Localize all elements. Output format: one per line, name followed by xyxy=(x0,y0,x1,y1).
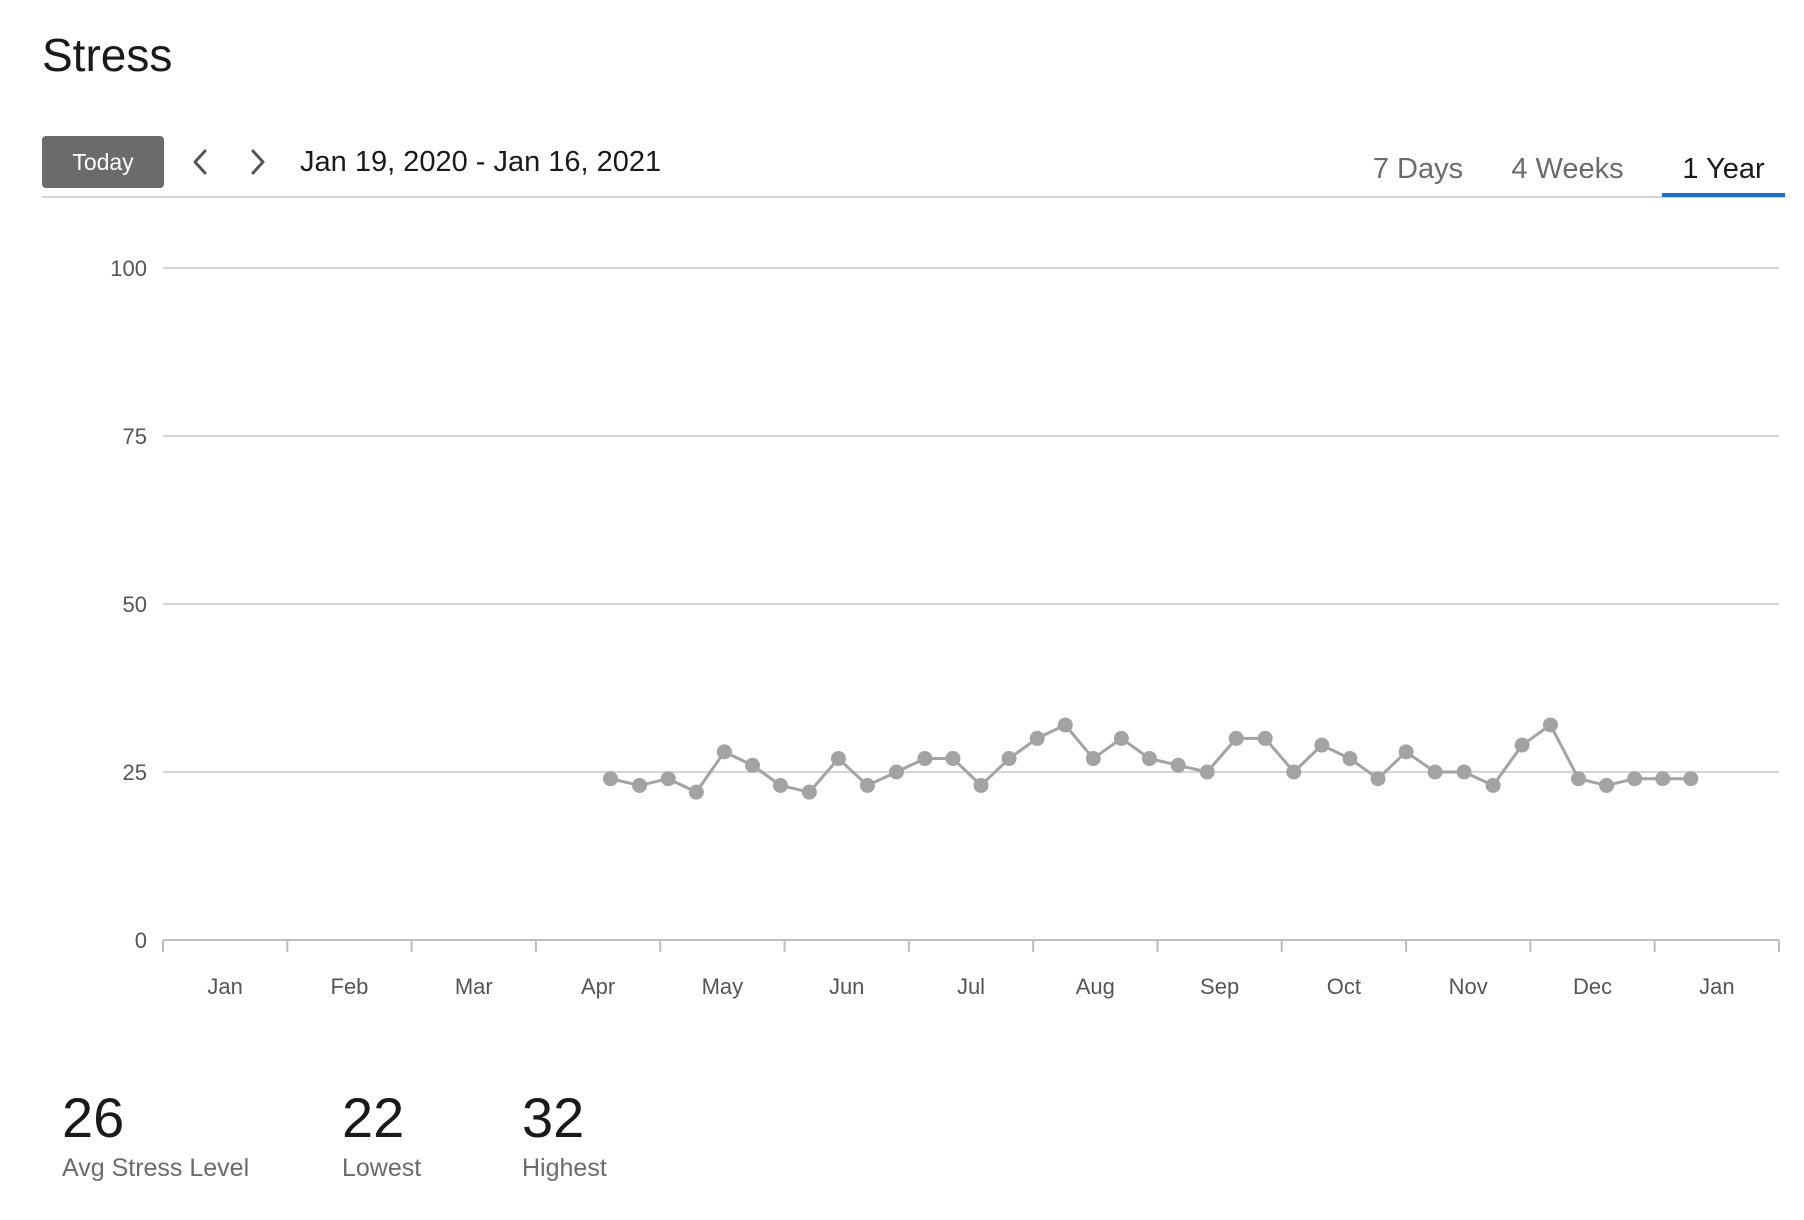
previous-period-button[interactable] xyxy=(180,142,220,182)
date-toolbar: Today Jan 19, 2020 - Jan 16, 2021 7 Days… xyxy=(42,134,1785,198)
y-tick-label: 50 xyxy=(123,592,147,617)
data-point[interactable] xyxy=(1398,744,1414,760)
x-tick-label: Aug xyxy=(1076,974,1115,999)
data-point[interactable] xyxy=(1683,771,1699,787)
data-point[interactable] xyxy=(1113,730,1129,746)
data-point[interactable] xyxy=(888,764,904,780)
stat-highest: 32 Highest xyxy=(522,1090,607,1183)
stress-line-chart: 0 25 50 75 100 Jan Feb Mar Apr May Jun Jul Aug Sep Oc… xyxy=(110,256,1780,999)
today-button[interactable]: Today xyxy=(42,136,164,188)
data-point[interactable] xyxy=(1370,771,1386,787)
data-point[interactable] xyxy=(973,777,989,793)
data-point[interactable] xyxy=(830,751,846,767)
y-tick-label: 25 xyxy=(123,760,147,785)
x-tick-label: Oct xyxy=(1327,974,1361,999)
x-tick-label: Apr xyxy=(581,974,615,999)
grid-lines xyxy=(163,267,1779,941)
data-point[interactable] xyxy=(1599,777,1615,793)
data-point[interactable] xyxy=(744,757,760,773)
x-tick-label: Sep xyxy=(1200,974,1239,999)
data-point[interactable] xyxy=(1655,771,1671,787)
chevron-right-icon xyxy=(251,149,265,175)
next-period-button[interactable] xyxy=(238,142,278,182)
y-axis-labels: 0 25 50 75 100 xyxy=(110,256,147,953)
x-tick-label: Jan xyxy=(207,974,242,999)
page-title: Stress xyxy=(42,29,173,81)
y-tick-label: 100 xyxy=(110,256,147,281)
date-range-label: Jan 19, 2020 - Jan 16, 2021 xyxy=(300,146,662,178)
data-point[interactable] xyxy=(917,751,933,767)
x-tick-label: Mar xyxy=(455,974,493,999)
lowest-value: 22 xyxy=(342,1086,405,1149)
data-point[interactable] xyxy=(801,784,817,800)
data-point[interactable] xyxy=(1199,764,1215,780)
data-point[interactable] xyxy=(1485,777,1501,793)
data-point[interactable] xyxy=(1542,717,1558,733)
data-point[interactable] xyxy=(1029,730,1045,746)
data-point[interactable] xyxy=(632,777,648,793)
data-point[interactable] xyxy=(1571,771,1587,787)
highest-label: Highest xyxy=(522,1154,607,1182)
x-axis: Jan Feb Mar Apr May Jun Jul Aug Sep Oct Nov Dec Jan xyxy=(162,940,1780,999)
data-point[interactable] xyxy=(859,777,875,793)
series-stress xyxy=(603,717,1699,800)
avg-stress-value: 26 xyxy=(62,1086,125,1149)
x-tick-label: Feb xyxy=(331,974,369,999)
data-point[interactable] xyxy=(773,777,789,793)
avg-stress-label: Avg Stress Level xyxy=(62,1154,250,1182)
data-point[interactable] xyxy=(603,771,619,787)
data-point[interactable] xyxy=(688,784,704,800)
x-tick-label: May xyxy=(702,974,744,999)
tab-7-days[interactable]: 7 Days xyxy=(1363,144,1473,194)
data-point[interactable] xyxy=(1456,764,1472,780)
y-tick-label: 75 xyxy=(123,424,147,449)
data-point[interactable] xyxy=(660,771,676,787)
x-tick-label: Dec xyxy=(1573,974,1612,999)
active-tab-indicator xyxy=(1662,193,1785,197)
data-point[interactable] xyxy=(1514,737,1530,753)
chevron-left-icon xyxy=(193,149,207,175)
x-tick-label: Nov xyxy=(1449,974,1488,999)
data-point[interactable] xyxy=(716,744,732,760)
data-point[interactable] xyxy=(1427,764,1443,780)
data-point[interactable] xyxy=(1314,737,1330,753)
data-point[interactable] xyxy=(1342,751,1358,767)
x-tick-label: Jun xyxy=(829,974,864,999)
tab-4-weeks[interactable]: 4 Weeks xyxy=(1505,144,1630,194)
data-point[interactable] xyxy=(1085,751,1101,767)
data-point[interactable] xyxy=(1228,730,1244,746)
highest-value: 32 xyxy=(522,1086,585,1149)
data-point[interactable] xyxy=(1257,730,1273,746)
data-point[interactable] xyxy=(945,751,961,767)
data-point[interactable] xyxy=(1001,751,1017,767)
data-point[interactable] xyxy=(1170,757,1186,773)
stat-lowest: 22 Lowest xyxy=(342,1090,421,1183)
y-tick-label: 0 xyxy=(135,928,147,953)
tab-1-year[interactable]: 1 Year xyxy=(1662,144,1785,197)
x-tick-label: Jan xyxy=(1699,974,1734,999)
stat-avg: 26 Avg Stress Level xyxy=(62,1090,249,1183)
data-point[interactable] xyxy=(1141,751,1157,767)
lowest-label: Lowest xyxy=(342,1154,422,1182)
data-point[interactable] xyxy=(1286,764,1302,780)
tab-1-year-label: 1 Year xyxy=(1682,152,1765,185)
x-tick-label: Jul xyxy=(957,974,985,999)
data-point[interactable] xyxy=(1627,771,1643,787)
data-point[interactable] xyxy=(1057,717,1073,733)
